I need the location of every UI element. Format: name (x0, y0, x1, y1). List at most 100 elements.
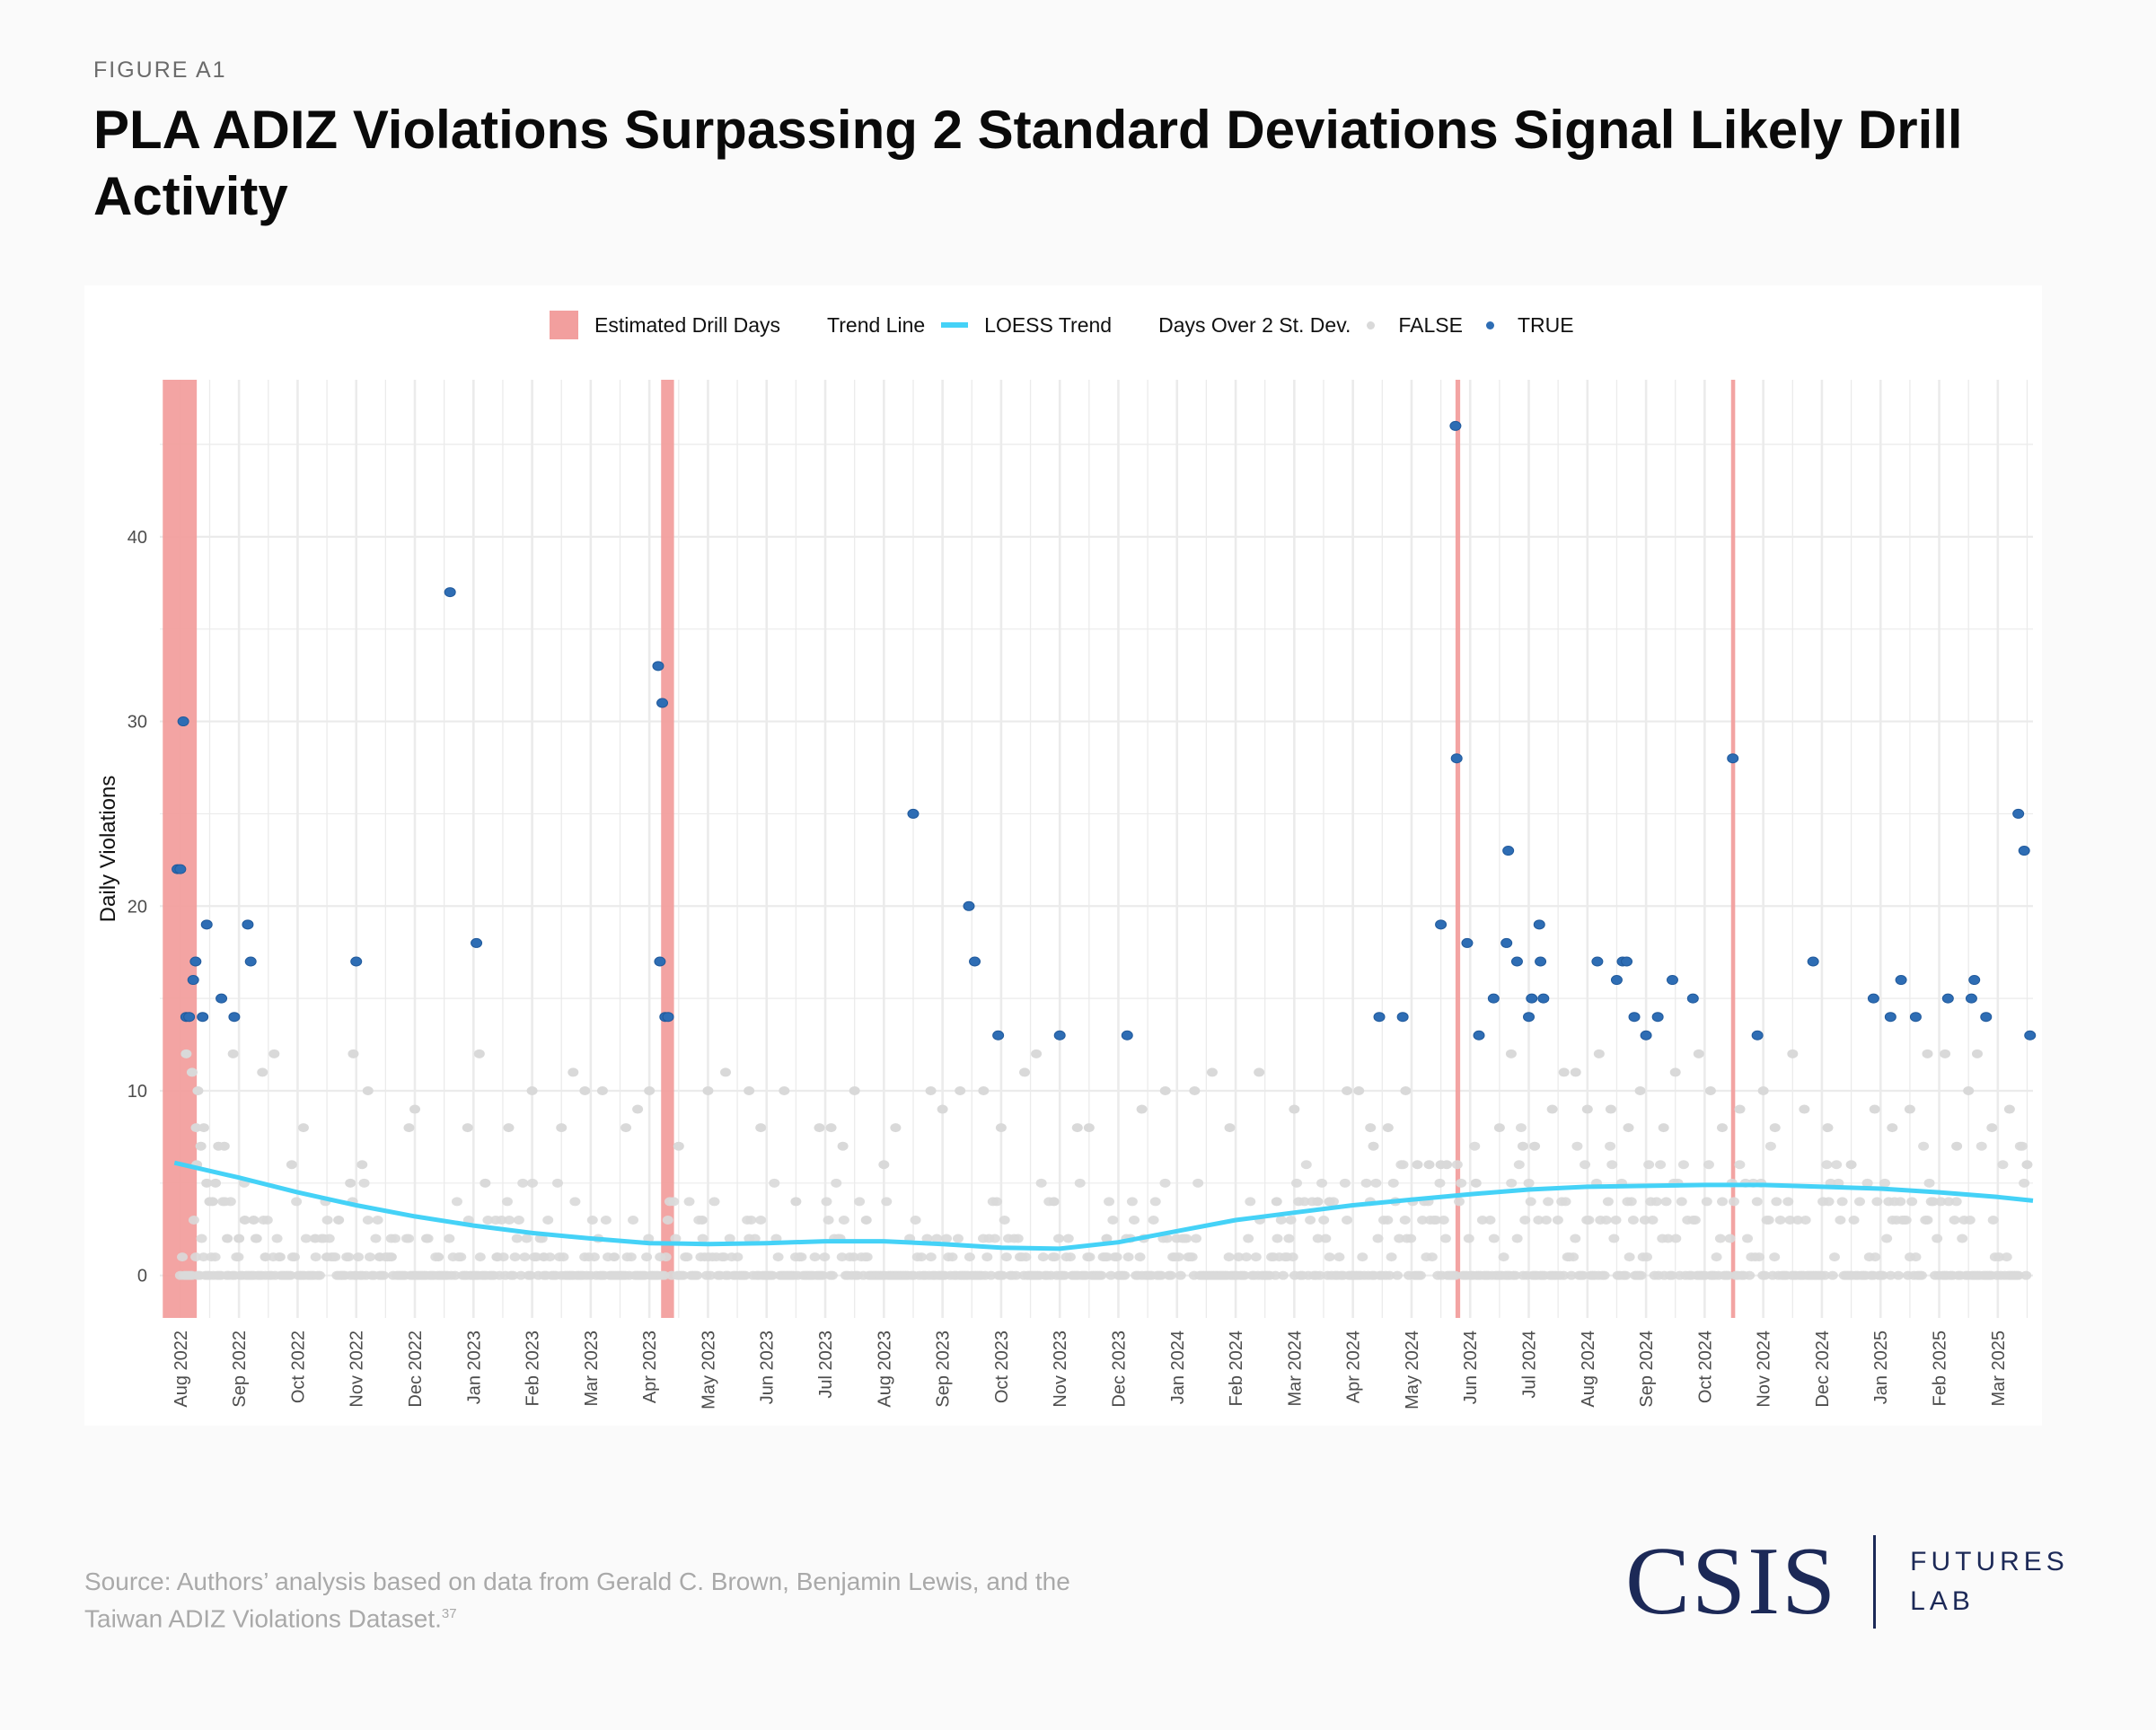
source-note: Source: Authors’ analysis based on data … (84, 1566, 1072, 1635)
false-point (1101, 1234, 1113, 1243)
false-point (1835, 1215, 1846, 1225)
false-point (1064, 1252, 1076, 1262)
false-point (916, 1252, 928, 1262)
x-tick-label: Dec 2022 (406, 1330, 426, 1408)
x-tick-label: Jan 2025 (1871, 1330, 1891, 1404)
false-point (579, 1085, 591, 1095)
x-tick-label: Sep 2023 (934, 1330, 954, 1408)
x-tick-label: Mar 2023 (582, 1330, 602, 1407)
false-point (941, 1234, 953, 1243)
false-point (632, 1104, 644, 1114)
true-point (350, 956, 363, 967)
true-point (1807, 956, 1819, 967)
legend-sd-section: Days Over 2 St. Dev. (1158, 312, 1351, 337)
false-point (558, 1252, 569, 1262)
false-point (310, 1252, 321, 1262)
false-point (1900, 1215, 1912, 1225)
csis-futures-lab-logo: CSIS FUTURES LAB (1625, 1533, 2069, 1630)
false-point (1010, 1270, 1022, 1280)
false-point (1751, 1197, 1763, 1207)
x-tick-label: Nov 2022 (348, 1330, 367, 1408)
false-point (1605, 1104, 1616, 1114)
false-point (946, 1252, 958, 1262)
false-point (814, 1123, 825, 1133)
drill-period-band (1730, 380, 1736, 1318)
legend-trend-swatch (941, 322, 969, 328)
false-point (1734, 1104, 1746, 1114)
false-point (519, 1252, 531, 1262)
false-point (268, 1049, 280, 1058)
false-point (1605, 1141, 1616, 1151)
false-point (1505, 1049, 1517, 1058)
false-point (300, 1234, 312, 1243)
x-tick-label: Jun 2024 (1461, 1330, 1481, 1404)
false-point (1305, 1215, 1316, 1225)
false-point (608, 1252, 620, 1262)
false-point (739, 1270, 751, 1280)
false-point (890, 1123, 902, 1133)
false-point (286, 1160, 297, 1170)
false-point (1593, 1049, 1605, 1058)
false-point (1639, 1215, 1650, 1225)
true-point (189, 956, 202, 967)
true-point (1651, 1012, 1664, 1023)
false-point (198, 1252, 209, 1262)
true-point (1895, 975, 1907, 986)
chart-panel: 0 10 20 30 40 Daily Violations Aug 2022 Sep 202… (84, 285, 2042, 1426)
false-point (1111, 1252, 1122, 1262)
false-point (1774, 1215, 1786, 1225)
false-point (1608, 1234, 1620, 1243)
false-point (1159, 1085, 1171, 1095)
false-point (1861, 1178, 1873, 1188)
false-point (952, 1234, 964, 1243)
false-point (1012, 1234, 1024, 1243)
false-point (1753, 1252, 1764, 1262)
false-point (1412, 1160, 1423, 1170)
false-point (186, 1067, 198, 1077)
false-point (1627, 1215, 1639, 1225)
x-tick-label: Jan 2024 (1168, 1330, 1188, 1404)
false-point (790, 1197, 802, 1207)
chart-title: PLA ADIZ Violations Surpassing 2 Standar… (93, 100, 1963, 226)
false-point (1476, 1215, 1488, 1225)
x-tick-label: Nov 2023 (1051, 1330, 1070, 1408)
false-point (409, 1104, 421, 1114)
false-point (288, 1252, 300, 1262)
true-point (197, 1012, 209, 1023)
true-point (1884, 1012, 1896, 1023)
false-point (1677, 1160, 1689, 1170)
false-point (1049, 1252, 1060, 1262)
false-point (991, 1197, 1003, 1207)
false-point (1382, 1215, 1394, 1225)
true-point (654, 956, 666, 967)
false-point (1667, 1270, 1678, 1280)
false-point (1506, 1178, 1518, 1188)
false-point (779, 1085, 790, 1095)
false-point (1734, 1160, 1746, 1170)
false-point (826, 1270, 838, 1280)
false-point (1173, 1252, 1184, 1262)
true-point (1941, 993, 1954, 1004)
false-point (1368, 1141, 1379, 1151)
false-point (218, 1141, 230, 1151)
false-point (1353, 1085, 1365, 1095)
false-point (1655, 1160, 1667, 1170)
drill-period-band (163, 380, 198, 1318)
logo-futures-lab: FUTURES LAB (1910, 1542, 2069, 1621)
true-point (1435, 919, 1448, 930)
true-point (992, 1030, 1005, 1041)
false-point (1318, 1215, 1330, 1225)
false-point (1324, 1252, 1335, 1262)
false-point (1523, 1178, 1535, 1188)
false-point (978, 1085, 990, 1095)
false-point (297, 1123, 309, 1133)
false-point (586, 1215, 598, 1225)
false-point (1602, 1197, 1614, 1207)
false-point (1932, 1234, 1943, 1243)
x-tick-label: Jun 2023 (758, 1330, 778, 1404)
false-point (196, 1234, 207, 1243)
false-point (509, 1252, 521, 1262)
false-point (1570, 1234, 1581, 1243)
true-point (1537, 993, 1550, 1004)
false-point (1400, 1085, 1412, 1095)
